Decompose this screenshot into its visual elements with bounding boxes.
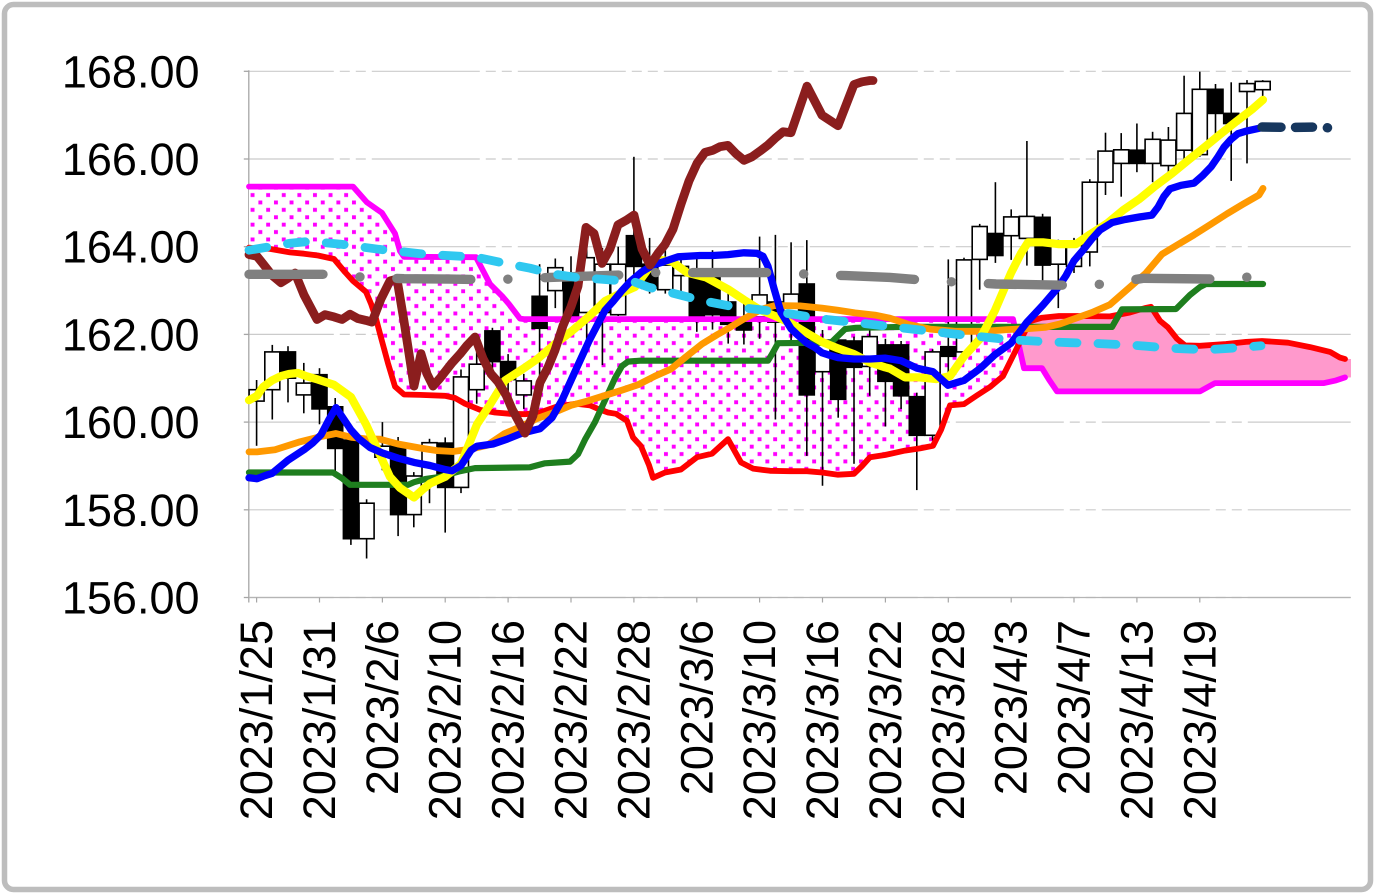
svg-text:2023/2/16: 2023/2/16 xyxy=(483,620,534,820)
svg-text:2023/3/6: 2023/3/6 xyxy=(671,620,722,795)
svg-text:160.00: 160.00 xyxy=(62,397,200,448)
svg-text:2023/2/10: 2023/2/10 xyxy=(420,620,471,820)
svg-text:2023/2/28: 2023/2/28 xyxy=(608,620,659,820)
svg-text:2023/3/16: 2023/3/16 xyxy=(797,620,848,820)
svg-text:2023/3/28: 2023/3/28 xyxy=(923,620,974,820)
svg-text:2023/2/6: 2023/2/6 xyxy=(357,620,408,795)
svg-text:2023/4/19: 2023/4/19 xyxy=(1174,620,1225,820)
svg-text:2023/4/7: 2023/4/7 xyxy=(1049,620,1100,795)
svg-text:2023/4/13: 2023/4/13 xyxy=(1111,620,1162,820)
svg-text:2023/3/10: 2023/3/10 xyxy=(734,620,785,820)
svg-text:2023/1/31: 2023/1/31 xyxy=(294,620,345,820)
svg-text:158.00: 158.00 xyxy=(62,485,200,536)
svg-text:168.00: 168.00 xyxy=(62,46,200,97)
svg-text:2023/1/25: 2023/1/25 xyxy=(231,620,282,820)
svg-text:166.00: 166.00 xyxy=(62,134,200,185)
svg-text:2023/4/3: 2023/4/3 xyxy=(986,620,1037,795)
svg-text:2023/2/22: 2023/2/22 xyxy=(546,620,597,820)
svg-text:162.00: 162.00 xyxy=(62,309,200,360)
svg-text:2023/3/22: 2023/3/22 xyxy=(860,620,911,820)
svg-text:164.00: 164.00 xyxy=(62,222,200,273)
svg-text:156.00: 156.00 xyxy=(62,573,200,624)
